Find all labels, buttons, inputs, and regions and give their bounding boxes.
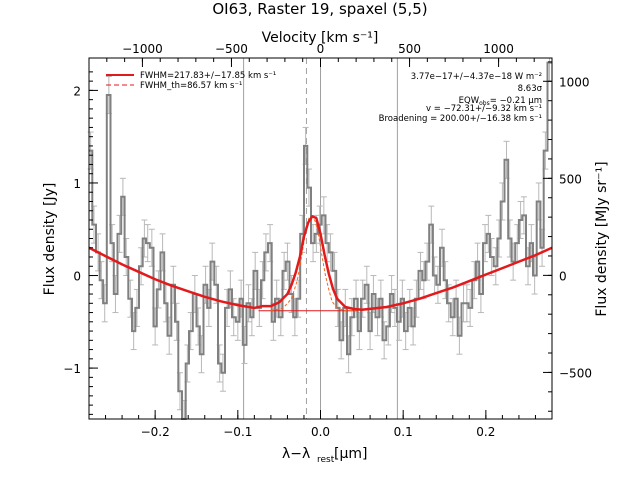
- annotation-flux: 3.77e−17+/−4.37e−18 W m⁻²: [411, 72, 542, 82]
- y-tick-label-2: 1: [73, 177, 81, 191]
- annotations: 3.77e−17+/−4.37e−18 W m⁻² 8.63σ EQWobs= …: [379, 72, 543, 124]
- ticks-layer: −0.2 −0.1 0.0 0.1 0.2 −1 0 1 2 −500 0 500 1000 −1000 −…: [63, 42, 592, 439]
- top-axis-label: Velocity [km s⁻¹]: [262, 30, 379, 46]
- x-tick-label-4: 0.2: [476, 425, 495, 439]
- legend-label-0: FWHM=217.83+/−17.85 km s⁻¹: [140, 71, 276, 81]
- x-tick-label-1: −0.1: [223, 425, 252, 439]
- y-tick-label-3: 2: [73, 84, 81, 98]
- y-right-tick-label-2: 500: [559, 172, 582, 186]
- y-axis-label-right: Flux density [MJy sr⁻¹]: [594, 161, 610, 316]
- annotation-eqw-value: = −0.21 μm: [490, 96, 542, 106]
- y-axis-label: Flux density [Jy]: [42, 183, 58, 296]
- x-tick-label-0: −0.2: [141, 425, 170, 439]
- annotation-eqw-label: EQW: [459, 96, 480, 106]
- annotation-sigma: 8.63σ: [518, 84, 543, 94]
- x-tick-label-3: 0.1: [394, 425, 413, 439]
- y-right-tick-label-3: 1000: [559, 75, 590, 89]
- legend: FWHM=217.83+/−17.85 km s⁻¹FWHM_th=86.57 …: [106, 71, 276, 91]
- top-tick-label-2: 0: [317, 42, 325, 56]
- fit-layer: [88, 215, 553, 312]
- top-tick-label-4: 1000: [483, 42, 514, 56]
- x-axis-label-sub: rest: [317, 455, 335, 465]
- annotation-eqw: EQWobs= −0.21 μm: [459, 96, 542, 107]
- top-tick-label-1: −500: [215, 42, 248, 56]
- legend-label-1: FWHM_th=86.57 km s⁻¹: [140, 81, 242, 91]
- annotation-broadening: Broadening = 200.00+/−16.38 km s⁻¹: [379, 114, 542, 124]
- vlines-layer: [243, 58, 398, 419]
- top-tick-label-3: 500: [398, 42, 421, 56]
- y-right-tick-label-0: −500: [559, 366, 592, 380]
- fit-curve: [88, 215, 553, 312]
- y-tick-label-0: −1: [63, 362, 81, 376]
- chart-title: OI63, Raster 19, spaxel (5,5): [212, 0, 427, 18]
- annotation-velocity: v = −72.31+/−9.32 km s⁻¹: [426, 104, 542, 114]
- x-tick-label-2: 0.0: [311, 425, 330, 439]
- title-layer: OI63, Raster 19, spaxel (5,5): [212, 0, 427, 18]
- axis-labels: λ−λ rest [μm] Flux density [Jy] Flux den…: [42, 30, 610, 465]
- y-tick-label-1: 0: [73, 270, 81, 284]
- annotation-eqw-sub: obs: [479, 100, 490, 107]
- x-axis-label-unit: [μm]: [334, 446, 367, 462]
- top-tick-label-0: −1000: [122, 42, 163, 56]
- y-right-tick-label-1: 0: [559, 269, 567, 283]
- component-curve: [270, 215, 358, 312]
- x-axis-label-main: λ−λ: [282, 446, 310, 462]
